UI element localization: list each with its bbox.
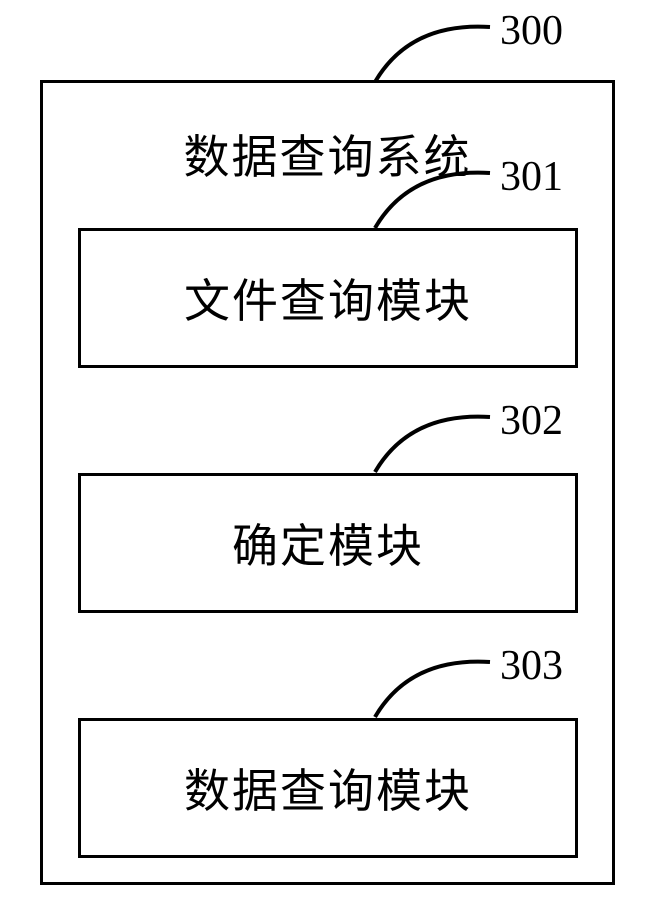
module-data-query: 数据查询模块 (78, 718, 578, 858)
ref-number-outer: 300 (500, 7, 563, 55)
callout-outer: 300 (370, 12, 560, 87)
module-determine: 确定模块 (78, 473, 578, 613)
module-label-1: 文件查询模块 (184, 265, 472, 331)
module-label-2: 确定模块 (232, 510, 424, 576)
module-label-3: 数据查询模块 (184, 755, 472, 821)
system-container: 数据查询系统 文件查询模块 确定模块 数据查询模块 (40, 80, 615, 885)
system-title: 数据查询系统 (43, 121, 612, 187)
module-file-query: 文件查询模块 (78, 228, 578, 368)
